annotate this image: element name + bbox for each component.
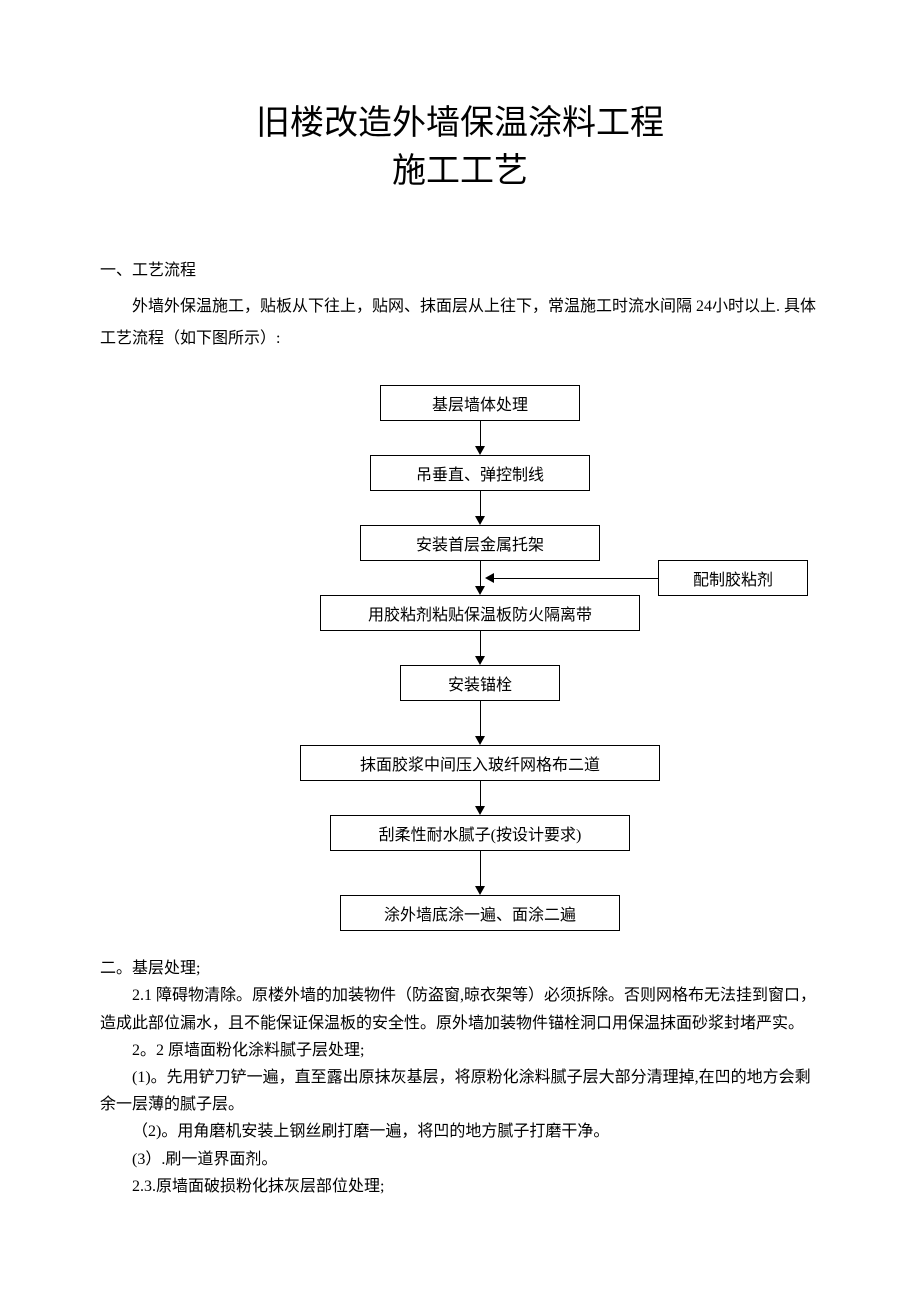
flow-arrow-head bbox=[475, 446, 485, 455]
flow-arrow-shaft bbox=[480, 491, 481, 516]
flow-arrow-shaft bbox=[480, 781, 481, 806]
flow-arrow-head bbox=[475, 806, 485, 815]
flow-arrow-shaft bbox=[480, 701, 481, 736]
section-2-p3: (1)。先用铲刀铲一遍，直至露出原抹灰基层，将原粉化涂料腻子层大部分清理掉,在凹… bbox=[100, 1064, 820, 1118]
flow-arrow-shaft bbox=[480, 631, 481, 656]
flow-side-arrow-head bbox=[485, 573, 494, 583]
section-2-p1: 2.1 障碍物清除。原楼外墙的加装物件（防盗窗,晾衣架等）必须拆除。否则网格布无… bbox=[100, 982, 820, 1036]
title-line-1: 旧楼改造外墙保温涂料工程 bbox=[100, 100, 820, 148]
flow-arrow-head bbox=[475, 656, 485, 665]
section-2-p2: 2。2 原墙面粉化涂料腻子层处理; bbox=[100, 1037, 820, 1064]
section-2-p6: 2.3.原墙面破损粉化抹灰层部位处理; bbox=[100, 1173, 820, 1200]
flow-side-arrow-shaft bbox=[494, 578, 658, 579]
flow-node-n7: 刮柔性耐水腻子(按设计要求) bbox=[330, 815, 630, 851]
section-1-intro: 外墙外保温施工，贴板从下往上，贴网、抹面层从上往下，常温施工时流水间隔 24小时… bbox=[100, 291, 820, 355]
flow-arrow-head bbox=[475, 736, 485, 745]
section-2-p4: （2)。用角磨机安装上钢丝刷打磨一遍，将凹的地方腻子打磨干净。 bbox=[100, 1118, 820, 1145]
flow-node-n2: 吊垂直、弹控制线 bbox=[370, 455, 590, 491]
flow-node-n8: 涂外墙底涂一遍、面涂二遍 bbox=[340, 895, 620, 931]
document-title-block: 旧楼改造外墙保温涂料工程 施工工艺 bbox=[100, 100, 820, 195]
flow-arrow-head bbox=[475, 886, 485, 895]
section-2-p5: (3）.刷一道界面剂。 bbox=[100, 1146, 820, 1173]
flow-node-n5: 安装锚栓 bbox=[400, 665, 560, 701]
flow-arrow-head bbox=[475, 516, 485, 525]
flow-arrow-shaft bbox=[480, 851, 481, 886]
process-flowchart: 基层墙体处理吊垂直、弹控制线安装首层金属托架用胶粘剂粘贴保温板防火隔离带安装锚栓… bbox=[100, 385, 820, 945]
flow-arrow-shaft bbox=[480, 421, 481, 446]
flow-arrow-head bbox=[475, 586, 485, 595]
flow-node-n6: 抹面胶浆中间压入玻纤网格布二道 bbox=[300, 745, 660, 781]
flow-node-n4: 用胶粘剂粘贴保温板防火隔离带 bbox=[320, 595, 640, 631]
flow-arrow-shaft bbox=[480, 561, 481, 586]
flow-node-side: 配制胶粘剂 bbox=[658, 560, 808, 596]
title-line-2: 施工工艺 bbox=[100, 148, 820, 196]
section-2-heading: 二。基层处理; bbox=[100, 955, 820, 982]
section-1-heading: 一、工艺流程 bbox=[100, 255, 820, 287]
flow-node-n3: 安装首层金属托架 bbox=[360, 525, 600, 561]
flow-node-n1: 基层墙体处理 bbox=[380, 385, 580, 421]
